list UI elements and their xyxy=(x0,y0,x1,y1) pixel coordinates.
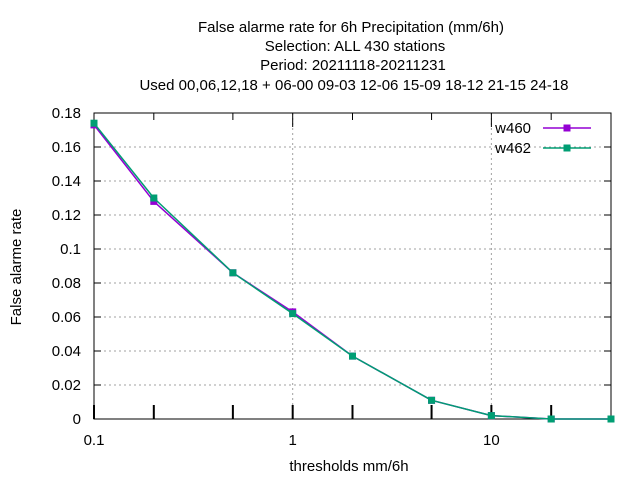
legend-item-w462: w462 xyxy=(494,140,591,157)
legend: w460 w462 xyxy=(494,120,591,157)
legend-label: w460 xyxy=(494,120,531,137)
y-tick-label: 0.18 xyxy=(52,105,81,122)
y-tick-label: 0.12 xyxy=(52,207,81,224)
data-point xyxy=(428,396,436,404)
x-tick-label: 10 xyxy=(483,432,500,449)
plot-border xyxy=(93,112,612,420)
y-tick-label: 0.04 xyxy=(52,343,81,360)
series-w460 xyxy=(90,121,615,423)
legend-swatch-marker xyxy=(563,144,571,152)
y-tick-label: 0 xyxy=(73,411,81,428)
data-point xyxy=(607,415,615,423)
axis-ticks xyxy=(93,112,611,420)
y-tick-label: 0.06 xyxy=(52,309,81,326)
data-point xyxy=(150,194,158,202)
data-point xyxy=(289,310,297,318)
legend-label: w462 xyxy=(494,140,531,157)
x-axis-label: thresholds mm/6h xyxy=(289,458,408,475)
legend-swatch-marker xyxy=(563,124,571,132)
data-point xyxy=(229,269,237,277)
data-point xyxy=(349,352,356,360)
data-point xyxy=(90,119,98,127)
y-tick-label: 0.02 xyxy=(52,377,81,394)
series-line xyxy=(93,122,611,420)
data-point xyxy=(487,412,495,420)
chart-title: False alarme rate for 6h Precipitation (… xyxy=(139,19,568,94)
chart-title-line: False alarme rate for 6h Precipitation (… xyxy=(198,19,504,36)
y-tick-labels: 0 0.02 0.04 0.06 0.08 0.1 0.12 0.14 0.16 0.18 xyxy=(52,105,81,428)
y-tick-label: 0.16 xyxy=(52,139,81,156)
grid-lines xyxy=(94,113,611,419)
data-point xyxy=(547,415,555,423)
series-w462 xyxy=(90,119,615,423)
x-tick-labels: 0.1 1 10 xyxy=(84,432,500,449)
x-tick-label: 0.1 xyxy=(84,432,105,449)
series-group xyxy=(90,119,615,423)
y-tick-label: 0.1 xyxy=(60,241,81,258)
chart-subtitle-selection: Selection: ALL 430 stations xyxy=(265,38,445,55)
chart-subtitle-period: Period: 20211118-20211231 xyxy=(260,57,446,74)
chart-subtitle-used: Used 00,06,12,18 + 06-00 09-03 12-06 15-… xyxy=(139,77,568,94)
y-tick-label: 0.08 xyxy=(52,275,81,292)
series-line xyxy=(93,124,611,420)
y-tick-label: 0.14 xyxy=(52,173,81,190)
legend-item-w460: w460 xyxy=(494,120,591,137)
x-tick-label: 1 xyxy=(289,432,297,449)
y-axis-label: False alarme rate xyxy=(8,209,25,326)
